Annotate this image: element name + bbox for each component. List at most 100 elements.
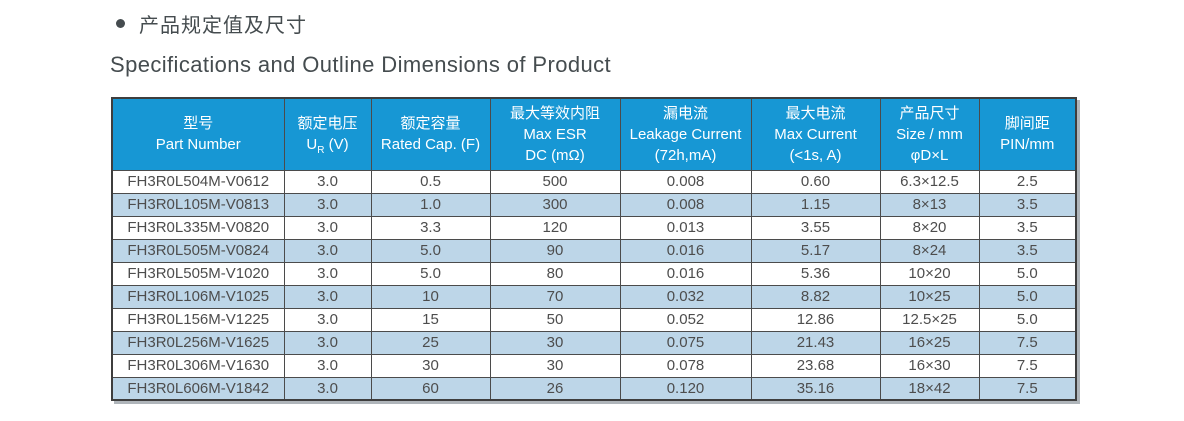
table-cell: 7.5 [978,353,1077,378]
table-cell: 8×13 [879,192,980,217]
table-cell: 3.0 [283,238,372,263]
table-cell: 12.5×25 [879,307,980,332]
table-row: FH3R0L504M-V0612 3.0 0.5 500 0.008 0.60 6.3×12… [111,169,1077,194]
header-max-current-zh: 最大电流 [785,104,846,122]
ur-subscript: R [317,145,325,157]
table-cell: 5.0 [370,261,491,286]
table-cell: 70 [489,284,621,309]
table-cell: FH3R0L306M-V1630 [111,353,285,378]
table-cell: 23.68 [750,353,881,378]
header-max-current-unit: (<1s, A) [789,146,842,164]
table-cell: 3.0 [283,330,372,355]
header-leakage-current: 漏电流 Leakage Current (72h,mA) [619,97,752,171]
header-max-esr-en: Max ESR [523,125,587,143]
header-rated-voltage-en: UR (V) [286,134,370,157]
table-cell: 7.5 [978,330,1077,355]
table-cell: FH3R0L256M-V1625 [111,330,285,355]
table-cell: 8.82 [750,284,881,309]
ur-unit: (V) [324,136,349,154]
header-pin-pitch: 脚间距 PIN/mm [978,97,1077,171]
table-cell: 1.0 [370,192,491,217]
table-cell: FH3R0L105M-V0813 [111,192,285,217]
header-part-number-zh: 型号 [183,115,214,133]
table-cell: 0.075 [619,330,752,355]
header-max-esr-zh: 最大等效内阻 [509,104,600,122]
table-cell: 1.15 [750,192,881,217]
table-cell: 7.5 [978,376,1077,401]
header-max-current-en: Max Current [774,125,857,143]
header-rated-capacity: 额定容量 Rated Cap. (F) [370,97,491,171]
table-cell: 30 [370,353,491,378]
table-cell: 0.5 [370,169,491,194]
table-cell: 80 [489,261,621,286]
table-row: FH3R0L106M-V1025 3.0 10 70 0.032 8.82 10×25 5.0 [111,284,1077,309]
table-row: FH3R0L505M-V0824 3.0 5.0 90 0.016 5.17 8×24 3.5 [111,238,1077,263]
table-cell: 5.36 [750,261,881,286]
header-leakage-current-zh: 漏电流 [662,104,708,122]
table-cell: FH3R0L335M-V0820 [111,215,285,240]
table-cell: 3.5 [978,238,1077,263]
table-cell: 5.0 [370,238,491,263]
table-cell: 60 [370,376,491,401]
table-cell: 10×20 [879,261,980,286]
table-cell: 3.0 [283,353,372,378]
table-body: FH3R0L504M-V0612 3.0 0.5 500 0.008 0.60 6.3×12… [111,169,1077,401]
header-rated-voltage: 额定电压 UR (V) [283,97,372,171]
header-max-esr: 最大等效内阻 Max ESR DC (mΩ) [489,97,621,171]
table-cell: 0.120 [619,376,752,401]
table-cell: 0.60 [750,169,881,194]
table-cell: 0.016 [619,261,752,286]
table-row: FH3R0L105M-V0813 3.0 1.0 300 0.008 1.15 8×13 3.… [111,192,1077,217]
header-leakage-current-en: Leakage Current [629,125,742,143]
table-cell: 3.55 [750,215,881,240]
header-size-zh: 产品尺寸 [899,104,960,122]
table-cell: 300 [489,192,621,217]
table-cell: 120 [489,215,621,240]
header-part-number-en: Part Number [155,136,241,154]
table-cell: 3.0 [283,261,372,286]
header-rated-capacity-en: Rated Cap. (F) [380,136,481,154]
table-cell: 21.43 [750,330,881,355]
spec-table-header: 型号 Part Number 额定电压 UR (V) 额定容量 Rated Ca… [111,97,1077,171]
table-cell: 3.0 [283,169,372,194]
table-cell: 3.5 [978,192,1077,217]
header-rated-voltage-zh: 额定电压 [297,115,358,133]
table-cell: 35.16 [750,376,881,401]
table-cell: 26 [489,376,621,401]
table-row: FH3R0L306M-V1630 3.0 30 30 0.078 23.68 16×30 7.… [111,353,1077,378]
bullet-icon [116,19,125,28]
table-cell: 16×30 [879,353,980,378]
table-cell: FH3R0L606M-V1842 [111,376,285,401]
table-row: FH3R0L606M-V1842 3.0 60 26 0.120 35.16 18×42 7.… [111,376,1077,401]
table-cell: 18×42 [879,376,980,401]
table-cell: 0.008 [619,169,752,194]
table-cell: 500 [489,169,621,194]
table-cell: 3.0 [283,215,372,240]
table-cell: 5.0 [978,261,1077,286]
table-row: FH3R0L156M-V1225 3.0 15 50 0.052 12.86 12.5×25… [111,307,1077,332]
header-size: 产品尺寸 Size / mm φD×L [879,97,980,171]
table-cell: FH3R0L505M-V1020 [111,261,285,286]
table-cell: 15 [370,307,491,332]
table-cell: 0.078 [619,353,752,378]
table-cell: 3.0 [283,376,372,401]
header-pin-pitch-en: PIN/mm [1000,136,1055,154]
table-cell: 16×25 [879,330,980,355]
table-cell: 25 [370,330,491,355]
header-max-current: 最大电流 Max Current (<1s, A) [750,97,881,171]
table-cell: 5.0 [978,307,1077,332]
table-cell: 10×25 [879,284,980,309]
header-pin-pitch-zh: 脚间距 [1004,115,1050,133]
table-cell: 5.17 [750,238,881,263]
table-cell: 50 [489,307,621,332]
section-title-en: Specifications and Outline Dimensions of… [110,52,612,77]
table-cell: 6.3×12.5 [879,169,980,194]
table-cell: 0.016 [619,238,752,263]
table-cell: 12.86 [750,307,881,332]
table-cell: 8×24 [879,238,980,263]
table-cell: 30 [489,330,621,355]
table-cell: 30 [489,353,621,378]
header-part-number: 型号 Part Number [111,97,285,171]
header-max-esr-unit: DC (mΩ) [525,146,585,164]
